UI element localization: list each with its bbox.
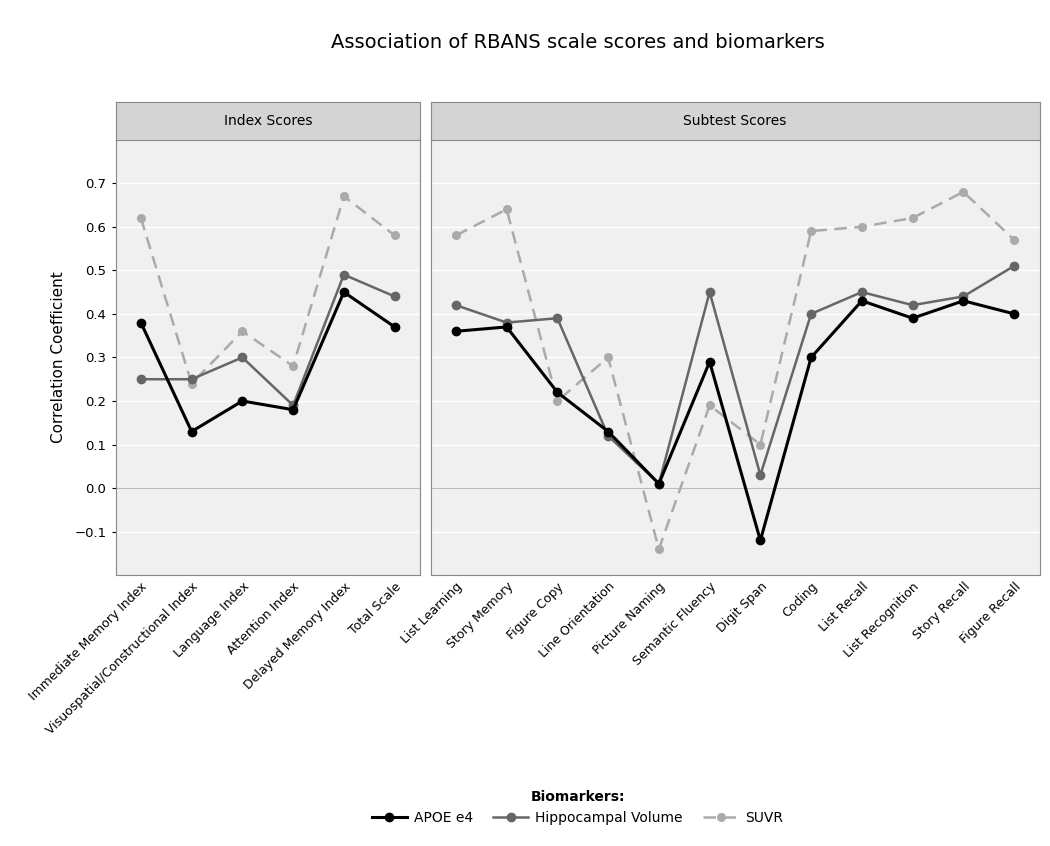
Legend: APOE e4, Hippocampal Volume, SUVR: APOE e4, Hippocampal Volume, SUVR — [366, 784, 789, 831]
Y-axis label: Correlation Coefficient: Correlation Coefficient — [51, 272, 66, 443]
Text: Association of RBANS scale scores and biomarkers: Association of RBANS scale scores and bi… — [331, 33, 824, 52]
Text: Subtest Scores: Subtest Scores — [684, 113, 786, 128]
Text: Index Scores: Index Scores — [224, 113, 312, 128]
